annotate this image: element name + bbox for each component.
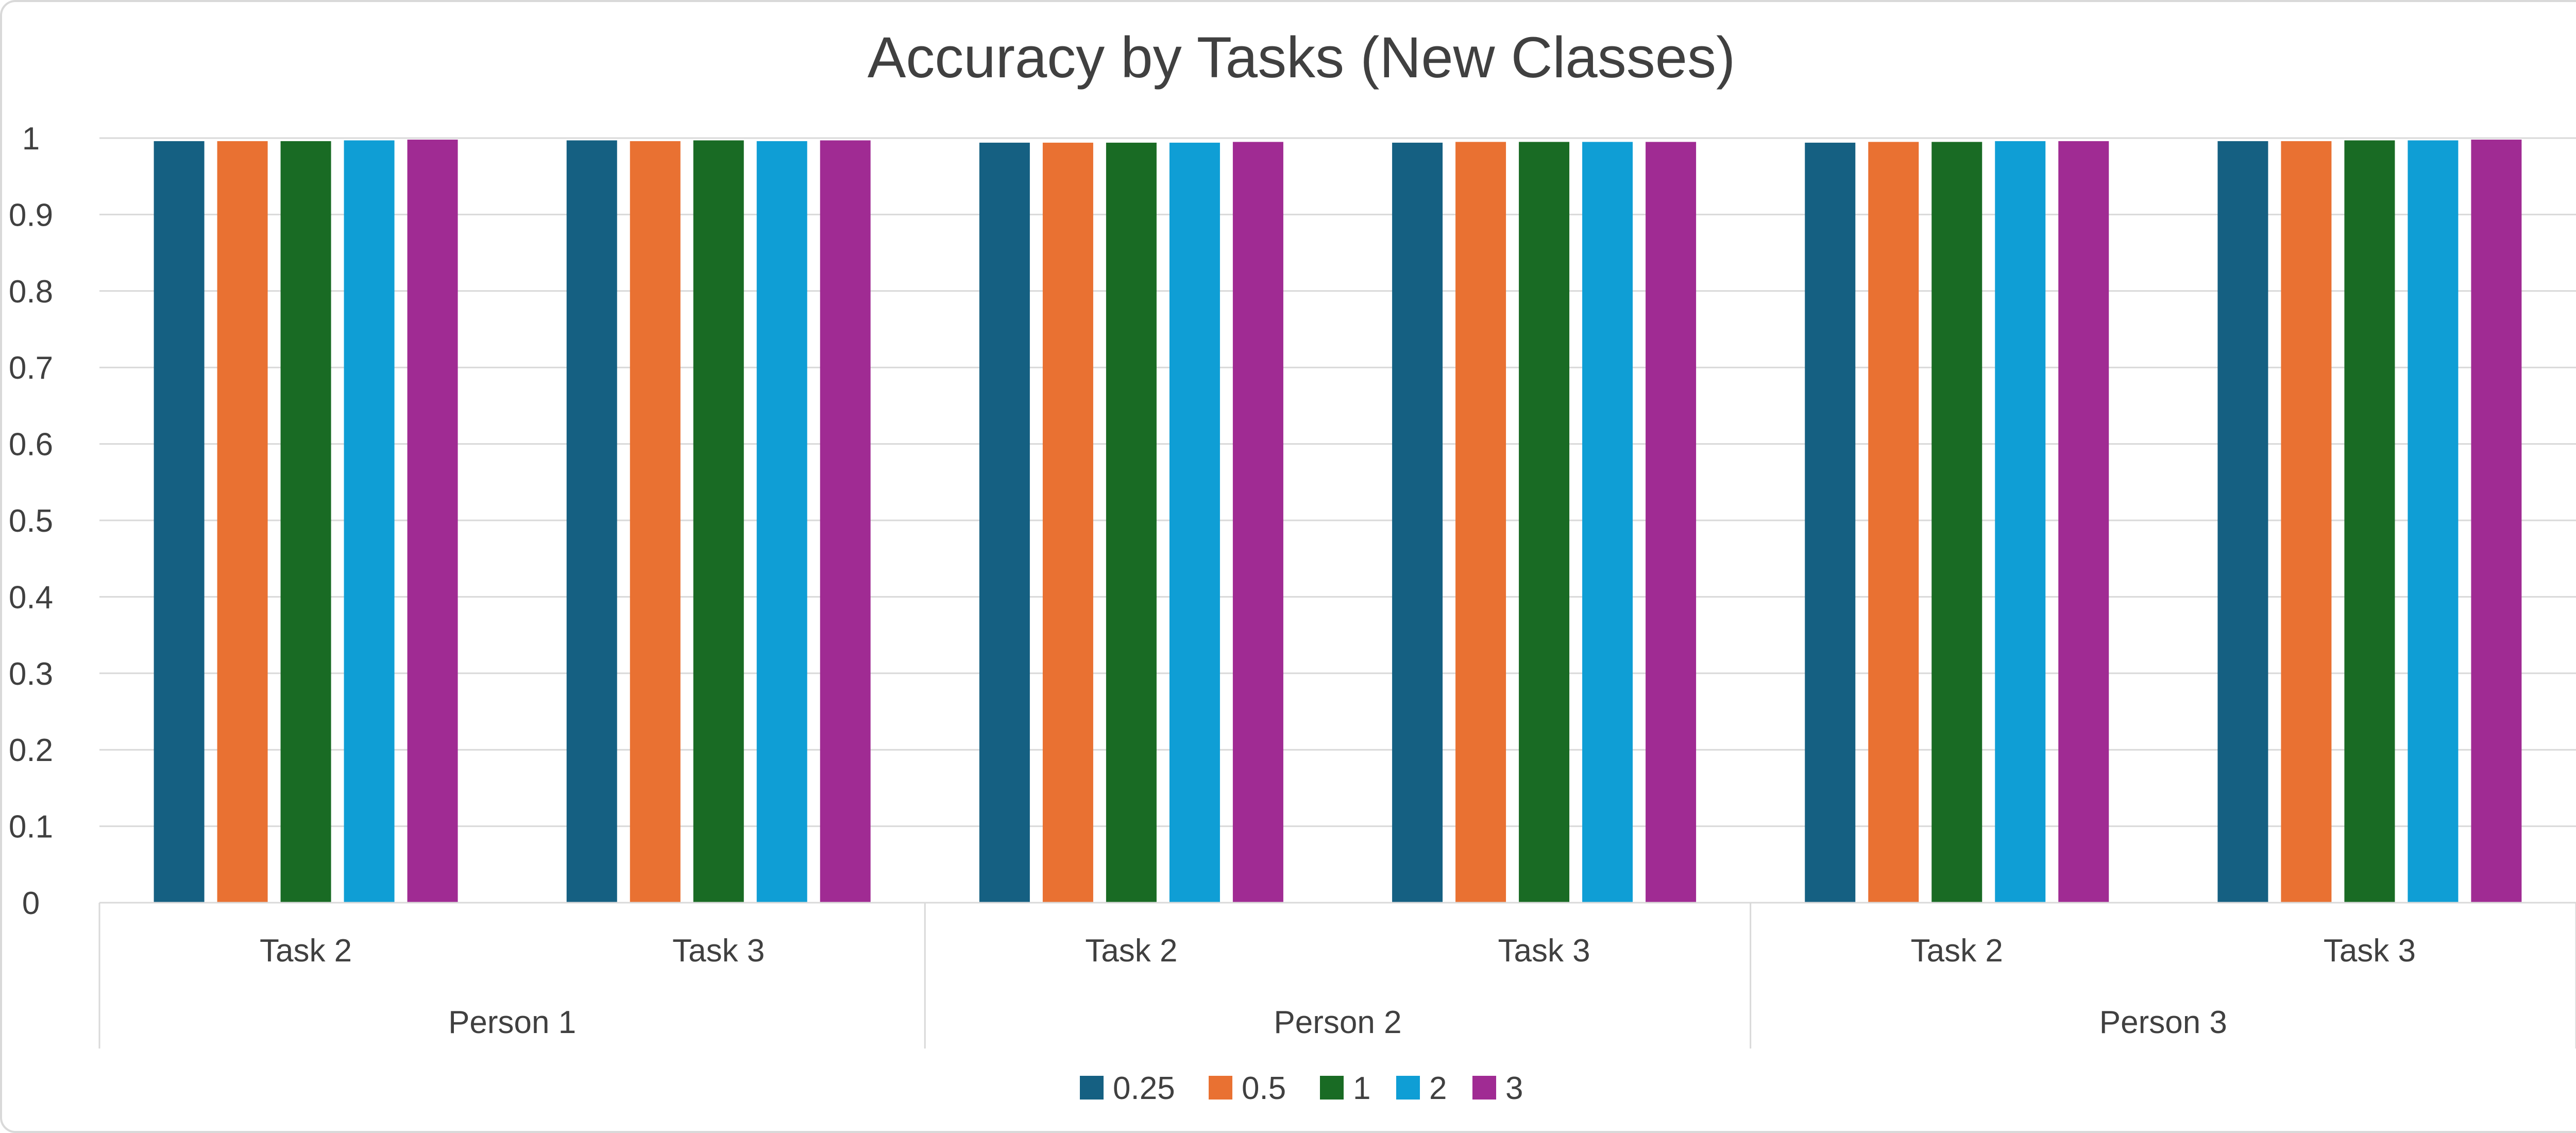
legend-label: 0.5: [1242, 1071, 1286, 1106]
bar-0_5-cat-1: [630, 141, 681, 903]
bar-1-cat-1: [693, 140, 744, 903]
bar-2-cat-0: [344, 140, 395, 903]
bar-3-cat-3: [1646, 142, 1697, 903]
y-tick-label: 0.9: [9, 197, 53, 233]
x-category-label: Task 2: [1085, 933, 1177, 969]
legend: 0.25 0.5 1 2 3: [1080, 1071, 1523, 1106]
y-tick-label: 1: [22, 121, 40, 157]
bar-0_5-cat-3: [1455, 142, 1506, 903]
y-axis-ticks: 0 0.1 0.2 0.3 0.4 0.5 0.6 0.7 0.8 0.9 1: [9, 121, 53, 921]
bar-2-cat-1: [756, 141, 807, 903]
bar-0_5-cat-0: [217, 141, 268, 903]
legend-label: 2: [1429, 1071, 1447, 1106]
bar-3-cat-1: [820, 140, 871, 903]
y-tick-label: 0.4: [9, 580, 53, 615]
x-category-label: Task 2: [260, 933, 352, 969]
bar-0_25-cat-5: [2217, 141, 2268, 903]
legend-swatch: [1320, 1076, 1344, 1100]
bar-0_25-cat-3: [1392, 142, 1443, 903]
bar-2-cat-3: [1582, 142, 1633, 903]
legend-label: 3: [1505, 1071, 1523, 1106]
x-category-label: Task 2: [1911, 933, 2003, 969]
bar-2-cat-2: [1169, 142, 1220, 903]
bar-3-cat-0: [407, 139, 458, 903]
bars: [154, 139, 2522, 903]
bar-1-cat-4: [1931, 142, 1982, 903]
legend-label: 1: [1353, 1071, 1370, 1106]
bar-3-cat-5: [2471, 139, 2522, 903]
y-tick-label: 0.3: [9, 656, 53, 692]
bar-2-cat-5: [2408, 140, 2459, 903]
chart-title: Accuracy by Tasks (New Classes): [868, 25, 1736, 90]
gridlines: [99, 137, 2576, 827]
legend-swatch: [1080, 1076, 1104, 1100]
x-group-label: Person 2: [1274, 1005, 1401, 1040]
x-category-label: Task 3: [2324, 933, 2416, 969]
y-tick-label: 0.8: [9, 274, 53, 310]
bar-0_25-cat-4: [1805, 142, 1856, 903]
legend-swatch: [1396, 1076, 1420, 1100]
y-tick-label: 0.2: [9, 733, 53, 768]
bar-0_25-cat-1: [566, 140, 617, 903]
bar-1-cat-3: [1519, 142, 1570, 903]
x-group-label: Person 1: [448, 1005, 576, 1040]
bar-0_5-cat-2: [1042, 142, 1093, 903]
bar-3-cat-2: [1232, 142, 1283, 903]
bar-0_25-cat-0: [154, 141, 205, 903]
bar-0_5-cat-5: [2281, 141, 2332, 903]
x-category-label: Task 3: [672, 933, 765, 969]
bar-2-cat-4: [1995, 141, 2046, 903]
legend-swatch: [1472, 1076, 1496, 1100]
bar-0_25-cat-2: [979, 142, 1030, 903]
y-tick-label: 0.1: [9, 809, 53, 845]
legend-label: 0.25: [1113, 1071, 1175, 1106]
bar-1-cat-0: [280, 141, 331, 903]
y-tick-label: 0.6: [9, 427, 53, 463]
bar-1-cat-2: [1106, 142, 1157, 903]
y-tick-label: 0.5: [9, 503, 53, 539]
legend-swatch: [1209, 1076, 1232, 1100]
bar-0_5-cat-4: [1868, 142, 1919, 903]
x-axis: Task 2 Task 3 Task 2 Task 3 Task 2 Task 3 Pers…: [98, 902, 2576, 1049]
x-group-label: Person 3: [2099, 1005, 2227, 1040]
x-category-label: Task 3: [1498, 933, 1590, 969]
bar-1-cat-5: [2344, 140, 2395, 903]
bar-3-cat-4: [2058, 141, 2109, 903]
y-tick-label: 0.7: [9, 350, 53, 386]
y-tick-label: 0: [22, 886, 40, 921]
